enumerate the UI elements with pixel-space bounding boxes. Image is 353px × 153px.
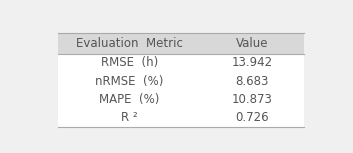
- Text: MAPE  (%): MAPE (%): [99, 93, 160, 106]
- Text: RMSE  (h): RMSE (h): [101, 56, 158, 69]
- Text: 10.873: 10.873: [232, 93, 273, 106]
- Text: nRMSE  (%): nRMSE (%): [95, 75, 163, 88]
- Text: 0.726: 0.726: [235, 111, 269, 124]
- Bar: [58, 33, 304, 54]
- Bar: [58, 90, 304, 108]
- Bar: [58, 108, 304, 127]
- Text: R ²: R ²: [121, 111, 138, 124]
- Bar: [58, 72, 304, 90]
- Text: Value: Value: [236, 37, 269, 50]
- Text: Evaluation  Metric: Evaluation Metric: [76, 37, 183, 50]
- Text: 13.942: 13.942: [232, 56, 273, 69]
- Text: 8.683: 8.683: [236, 75, 269, 88]
- Bar: [58, 54, 304, 72]
